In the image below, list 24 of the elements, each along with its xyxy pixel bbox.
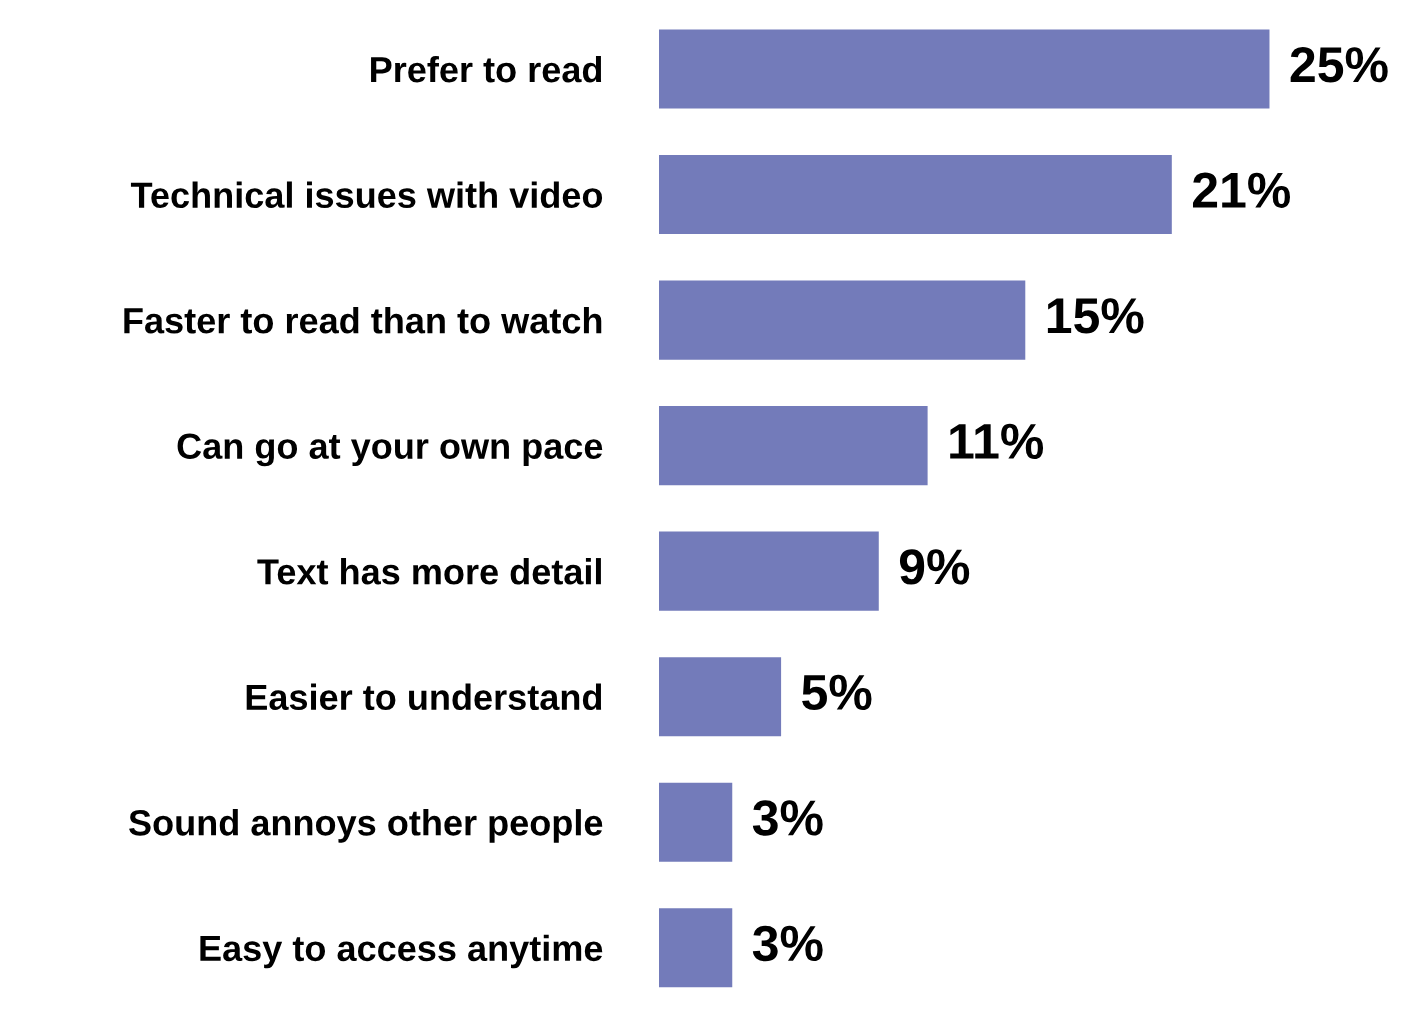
y-tick-label: Can go at your own pace [177,433,603,467]
y-tick-label: Easy to access anytime [200,934,603,969]
y-tick-label: Faster to read than to watch [124,307,602,334]
bar [659,280,1026,360]
bar [659,406,928,486]
y-tick-label: Sound annoys other people [129,809,603,843]
bar [659,657,782,737]
y-tick-label: Easier to understand [246,683,602,711]
y-tick-label: Technical issues with video [130,181,603,209]
y-tick-label: Text has more detail [257,558,601,585]
data-label: 21% [1192,172,1291,208]
data-label: 3% [752,925,823,962]
data-label: 25% [1290,47,1388,83]
y-tick-label: Prefer to read [371,55,602,83]
bar [659,29,1270,109]
data-label: 5% [802,674,872,711]
data-label: 9% [899,549,970,585]
bar [659,531,879,611]
data-label: 11% [950,423,1044,459]
bar [659,155,1172,235]
bar [659,908,733,988]
bar [659,782,733,862]
data-label: 3% [752,800,823,836]
data-label: 15% [1047,298,1144,334]
